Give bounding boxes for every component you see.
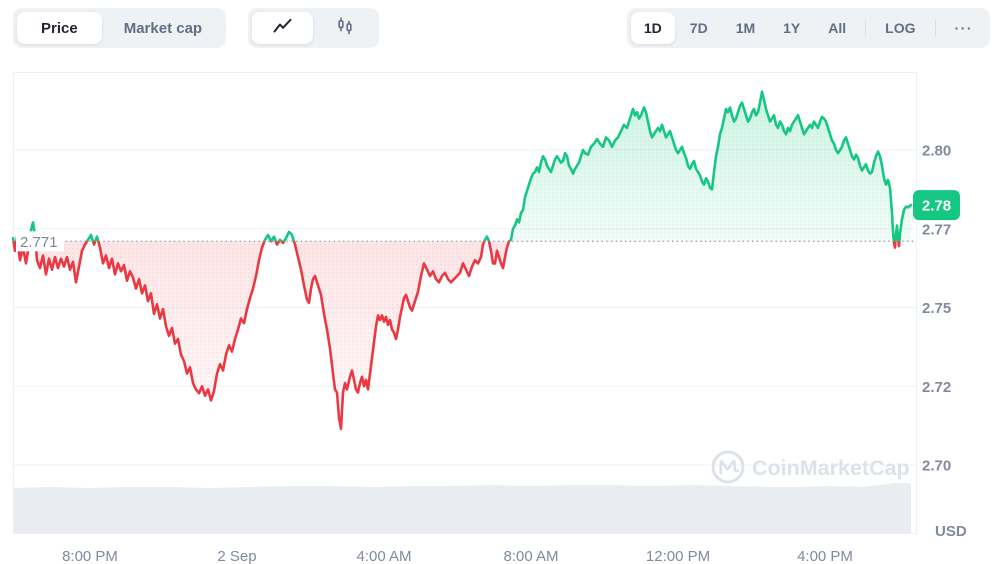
- x-axis-label: 8:00 PM: [62, 548, 118, 564]
- area-fill-down-dots: [13, 241, 900, 429]
- line-chart-icon: [273, 18, 292, 38]
- price-marketcap-toggle: Price Market cap: [13, 8, 227, 48]
- currency-label: USD: [935, 523, 967, 540]
- y-axis-label: 2.77: [922, 221, 951, 238]
- price-area-fills: [13, 91, 911, 429]
- price-line-up: [12, 90, 913, 242]
- candlestick-chart-type-button[interactable]: [315, 12, 375, 44]
- x-axis-labels: 8:00 PM 2 Sep 4:00 AM 8:00 AM 12:00 PM 4:00 P…: [62, 548, 853, 564]
- candlestick-icon: [336, 17, 354, 39]
- previous-close-label-bg: [16, 231, 64, 252]
- y-axis-label: 2.75: [922, 300, 951, 317]
- price-line: [12, 90, 913, 431]
- more-options-button[interactable]: ···: [942, 12, 987, 44]
- x-axis-label: 4:00 PM: [797, 548, 853, 564]
- volume-silhouette: [13, 483, 911, 533]
- chart-toolbar: Price Market cap 1D 7D 1M 1Y All LOG: [0, 8, 998, 48]
- range-toggle: 1D 7D 1M 1Y All LOG ···: [626, 8, 990, 48]
- toolbar-divider: [934, 20, 936, 36]
- previous-close-value: 2.771: [20, 234, 58, 251]
- x-axis-label: 12:00 PM: [646, 548, 710, 564]
- tab-price[interactable]: Price: [17, 12, 102, 44]
- volume-area: [13, 483, 911, 533]
- area-fill-up-dots: [13, 91, 911, 242]
- tab-market-cap[interactable]: Market cap: [104, 12, 222, 44]
- x-axis-label: 4:00 AM: [356, 548, 411, 564]
- range-1y[interactable]: 1Y: [770, 12, 813, 44]
- toolbar-divider: [865, 20, 867, 36]
- y-axis-label: 2.70: [922, 458, 951, 475]
- last-price-badge: 2.78: [913, 190, 960, 221]
- last-price-value: 2.78: [922, 198, 951, 215]
- chart-type-toggle: [248, 8, 379, 48]
- line-chart-type-button[interactable]: [252, 12, 313, 44]
- x-axis-label: 8:00 AM: [503, 548, 558, 564]
- range-1m[interactable]: 1M: [723, 12, 768, 44]
- y-axis-labels: 2.80 2.77 2.75 2.72 2.70 USD: [922, 143, 967, 541]
- x-axis-label: 2 Sep: [217, 548, 256, 564]
- previous-close-label: 2.771: [16, 231, 64, 252]
- range-1d[interactable]: 1D: [630, 12, 675, 44]
- watermark-text: CoinMarketCap: [752, 456, 910, 480]
- y-axis-label: 2.72: [922, 379, 951, 396]
- range-7d[interactable]: 7D: [677, 12, 721, 44]
- log-scale-button[interactable]: LOG: [872, 12, 928, 44]
- y-axis-label: 2.80: [922, 143, 951, 160]
- coinmarketcap-watermark: CoinMarketCap: [711, 450, 910, 484]
- last-price-badge-bg: [913, 190, 960, 221]
- price-line-down: [12, 241, 901, 431]
- range-all[interactable]: All: [815, 12, 859, 44]
